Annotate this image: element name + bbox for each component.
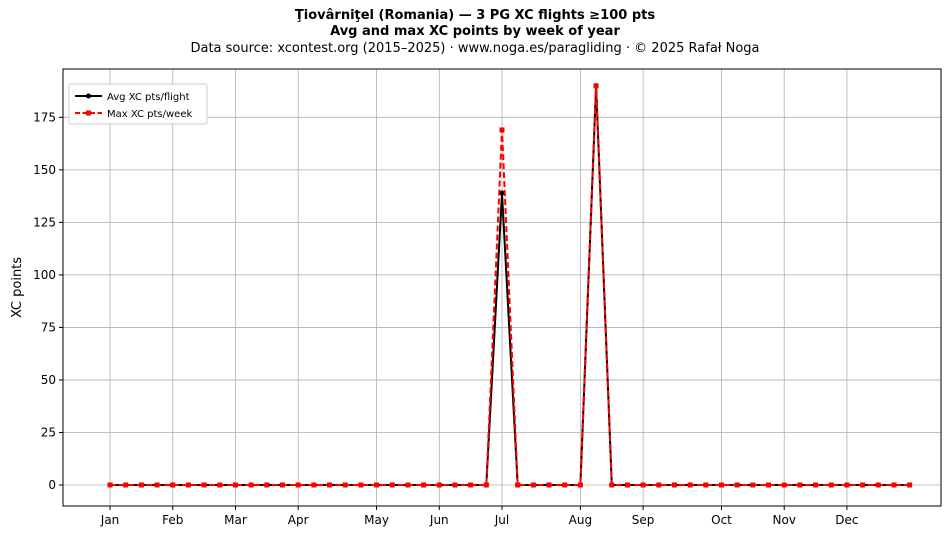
max-data-point — [374, 482, 380, 488]
max-data-point — [389, 482, 395, 488]
max-data-point — [687, 482, 693, 488]
max-data-point — [640, 482, 646, 488]
grid-lines — [63, 69, 941, 506]
max-data-point — [844, 482, 850, 488]
x-tick-label: Sep — [632, 513, 655, 527]
x-tick-label: Jan — [100, 513, 120, 527]
series-layer — [107, 83, 913, 488]
chart-subtitle: Avg and max XC points by week of year — [330, 24, 620, 39]
max-data-point — [248, 482, 254, 488]
max-data-point — [891, 482, 897, 488]
max-data-point — [452, 482, 458, 488]
max-data-point — [766, 482, 772, 488]
chart-source: Data source: xcontest.org (2015–2025) · … — [190, 41, 760, 56]
max-data-point — [671, 482, 677, 488]
max-data-point — [907, 482, 913, 488]
max-data-point — [123, 482, 129, 488]
max-data-point — [828, 482, 834, 488]
max-data-point — [609, 482, 615, 488]
y-axis-label: XC points — [10, 257, 25, 318]
x-tick-label: Jul — [494, 513, 509, 527]
max-data-point — [107, 482, 113, 488]
max-data-point — [813, 482, 819, 488]
y-tick-label: 100 — [33, 268, 56, 282]
y-tick-label: 175 — [33, 110, 56, 124]
max-data-point — [797, 482, 803, 488]
max-data-point — [201, 482, 207, 488]
max-data-point — [734, 482, 740, 488]
x-tick-label: Mar — [224, 513, 247, 527]
max-data-point — [280, 482, 285, 488]
max-data-point — [264, 482, 270, 488]
max-data-point — [577, 482, 583, 488]
x-tick-label: Jun — [429, 513, 449, 527]
max-data-point — [217, 482, 223, 488]
max-data-point — [342, 482, 348, 488]
max-data-point — [405, 482, 411, 488]
max-series-line — [110, 84, 910, 486]
max-data-point — [530, 482, 536, 488]
max-data-point — [436, 482, 442, 488]
max-data-point — [750, 482, 756, 488]
avg-data-point — [499, 190, 505, 196]
legend-avg-marker — [86, 93, 91, 99]
max-data-point — [593, 83, 599, 89]
max-data-point — [358, 482, 364, 488]
max-data-point — [468, 482, 474, 488]
max-data-point — [327, 482, 333, 488]
max-data-point — [656, 482, 662, 488]
x-tick-label: Apr — [288, 513, 309, 527]
y-tick-label: 150 — [33, 163, 56, 177]
max-data-point — [185, 482, 191, 488]
x-tick-label: Aug — [569, 513, 592, 527]
y-tick-label: 25 — [41, 425, 56, 439]
x-tick-label: Nov — [773, 513, 796, 527]
y-tick-label: 0 — [48, 478, 56, 492]
x-tick-label: Dec — [835, 513, 858, 527]
axes: 0 25 50 75 100 125 150 175 Jan Feb Mar Apr May Jun Jul… — [33, 110, 858, 527]
chart-title: Ţiovârniţel (Romania) — 3 PG XC flights … — [294, 8, 656, 23]
max-data-point — [703, 482, 709, 488]
max-data-point — [860, 482, 866, 488]
legend-avg-label: Avg XC pts/flight — [107, 92, 190, 103]
max-data-point — [781, 482, 787, 488]
y-tick-label: 75 — [41, 320, 56, 334]
max-data-point — [170, 482, 176, 488]
x-tick-label: Feb — [162, 513, 183, 527]
legend-max-marker — [86, 110, 91, 116]
max-data-point — [154, 482, 160, 488]
legend: Avg XC pts/flight Max XC pts/week — [68, 83, 208, 125]
x-tick-label: May — [364, 513, 389, 527]
max-data-point — [562, 482, 568, 488]
max-data-point — [515, 482, 521, 488]
max-data-point — [421, 482, 427, 488]
max-data-point — [546, 482, 552, 488]
max-data-point — [311, 482, 317, 488]
avg-series-line — [110, 84, 910, 486]
max-data-point — [624, 482, 630, 488]
legend-box — [68, 83, 208, 125]
max-data-point — [719, 482, 724, 488]
max-data-point — [875, 482, 881, 488]
y-tick-label: 125 — [33, 215, 56, 229]
max-data-point — [483, 482, 489, 488]
x-tick-label: Oct — [711, 513, 732, 527]
legend-max-label: Max XC pts/week — [107, 109, 192, 120]
max-data-point — [138, 482, 144, 488]
max-data-point — [295, 482, 301, 488]
y-tick-label: 50 — [41, 373, 56, 387]
chart-titles: Ţiovârniţel (Romania) — 3 PG XC flights … — [0, 8, 950, 57]
max-data-point — [232, 482, 238, 488]
max-data-point — [499, 127, 505, 133]
